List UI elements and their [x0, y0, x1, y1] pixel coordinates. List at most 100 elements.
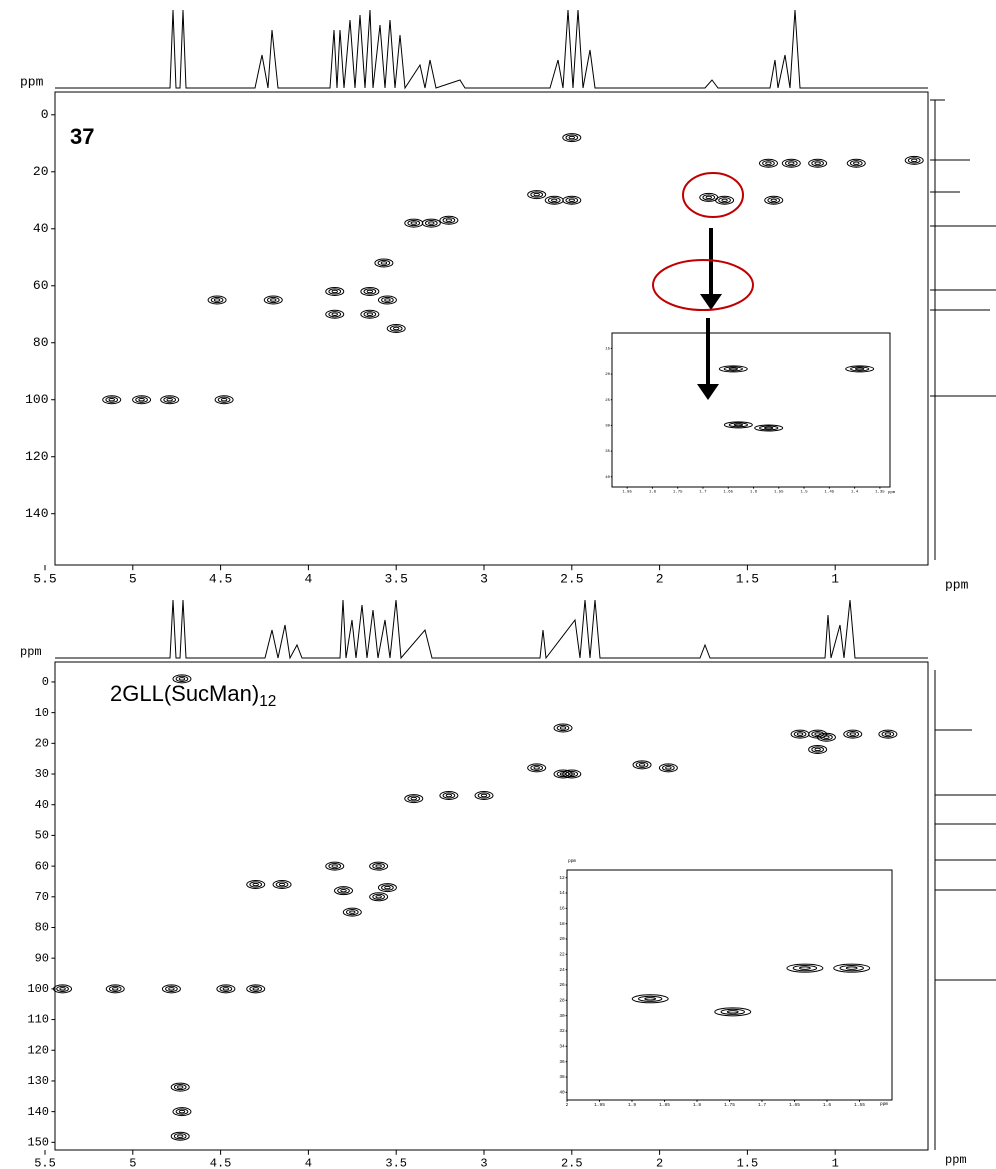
cross-peak: [907, 157, 921, 164]
cross-peak: [331, 864, 338, 868]
cross-peak: [53, 984, 73, 994]
y-tick-label: 32: [559, 1028, 565, 1034]
cross-peak: [334, 886, 354, 896]
x-axis-label: ppm: [945, 1153, 967, 1167]
cross-peak: [715, 195, 735, 205]
cross-peak: [249, 881, 263, 888]
cross-peak: [527, 190, 547, 200]
plot-frame: [566, 869, 893, 1101]
side-projection: [934, 670, 996, 1150]
cross-peak: [217, 396, 231, 403]
cross-peak: [533, 766, 540, 770]
x-tick-label: 1.7: [758, 1102, 766, 1108]
y-tick-label: 100: [27, 982, 49, 996]
x-tick-label: 5: [129, 572, 137, 587]
cross-peak: [814, 161, 821, 165]
cross-peak: [178, 677, 186, 681]
y-tick-label: 25: [605, 399, 610, 403]
cross-peak: [638, 995, 663, 1002]
x-tick-label: 2.5: [561, 1156, 583, 1169]
top-projection: [55, 599, 928, 660]
plot-frame: [611, 332, 891, 488]
cross-peak: [808, 158, 828, 168]
x-axis-label: ppm: [888, 491, 896, 495]
cross-peak: [275, 881, 289, 888]
cross-peak: [377, 883, 397, 893]
cross-peak: [381, 884, 394, 891]
y-tick-label: 28: [559, 998, 565, 1004]
cross-peak: [723, 421, 753, 429]
x-tick-label: 3.5: [384, 572, 407, 587]
cross-peak: [360, 286, 380, 296]
cross-peak: [345, 909, 359, 916]
cross-peak: [363, 311, 377, 318]
y-tick-label: 35: [605, 450, 610, 454]
x-tick-label: 1.6: [823, 1102, 831, 1108]
cross-peak: [849, 732, 856, 736]
cross-peak: [658, 763, 678, 773]
y-tick-label: 20: [33, 164, 49, 179]
cross-peak: [445, 793, 453, 798]
x-tick-label: 4.5: [210, 1156, 232, 1169]
cross-peak: [386, 324, 406, 333]
arrow-head: [697, 384, 719, 400]
plot-frame: [54, 661, 929, 1151]
cross-peak: [799, 966, 811, 970]
cross-peak: [445, 218, 453, 222]
cross-peak: [421, 218, 441, 228]
cross-peak: [375, 895, 382, 899]
cross-peak: [372, 863, 385, 870]
cross-peak: [349, 910, 356, 914]
cross-peak: [410, 221, 417, 225]
cross-peak: [105, 984, 125, 994]
x-tick-label: 1.4: [851, 490, 859, 494]
cross-peak: [105, 396, 119, 403]
cross-peak: [480, 793, 488, 798]
panel-label: 2GLL(SucMan)12: [110, 681, 276, 710]
arrow-head: [700, 294, 722, 310]
cross-peak: [562, 133, 582, 143]
cross-peak: [173, 1083, 187, 1091]
cross-peak: [366, 289, 374, 294]
y-tick-label: 20: [559, 936, 565, 942]
x-tick-label: 1: [831, 572, 839, 587]
y-tick-label: 34: [559, 1044, 565, 1050]
y-tick-label: 40: [33, 221, 49, 236]
x-tick-label: 1.8: [649, 490, 657, 494]
cross-peak: [726, 1010, 739, 1014]
cross-peak: [380, 261, 388, 265]
cross-peak: [758, 158, 778, 168]
cross-peak: [911, 158, 918, 163]
cross-peak: [377, 295, 397, 305]
cross-peak: [881, 731, 895, 738]
cross-peak: [530, 191, 544, 198]
y-tick-label: 10: [35, 706, 49, 720]
cross-peak: [850, 366, 870, 372]
cross-peak: [161, 984, 181, 994]
y-tick-label: 12: [559, 875, 565, 881]
y-tick-label: 0: [41, 107, 49, 122]
cross-peak: [721, 198, 728, 202]
cross-peak: [410, 796, 417, 801]
cross-peak: [474, 791, 494, 801]
x-tick-label: 1.5: [800, 490, 808, 494]
cross-peak: [814, 747, 821, 752]
cross-peak: [393, 326, 400, 331]
cross-peak: [175, 675, 189, 682]
cross-peak: [173, 1133, 187, 1140]
cross-peak: [331, 289, 338, 294]
y-tick-label: 40: [35, 798, 49, 812]
x-tick-label: 1: [832, 1156, 839, 1169]
x-tick-label: 1.7: [699, 490, 707, 494]
y-tick-label: 14: [559, 890, 565, 896]
x-tick-label: 1.85: [622, 490, 632, 494]
cross-peak: [138, 398, 145, 402]
cross-peak: [369, 892, 389, 902]
cross-peak: [718, 197, 731, 204]
x-tick-label: 1.65: [789, 1102, 800, 1108]
plot-frame: [54, 91, 929, 566]
cross-peak: [763, 426, 774, 430]
cross-peak: [404, 794, 424, 804]
cross-peak: [328, 288, 342, 295]
x-tick-label: 3.5: [385, 1156, 407, 1169]
